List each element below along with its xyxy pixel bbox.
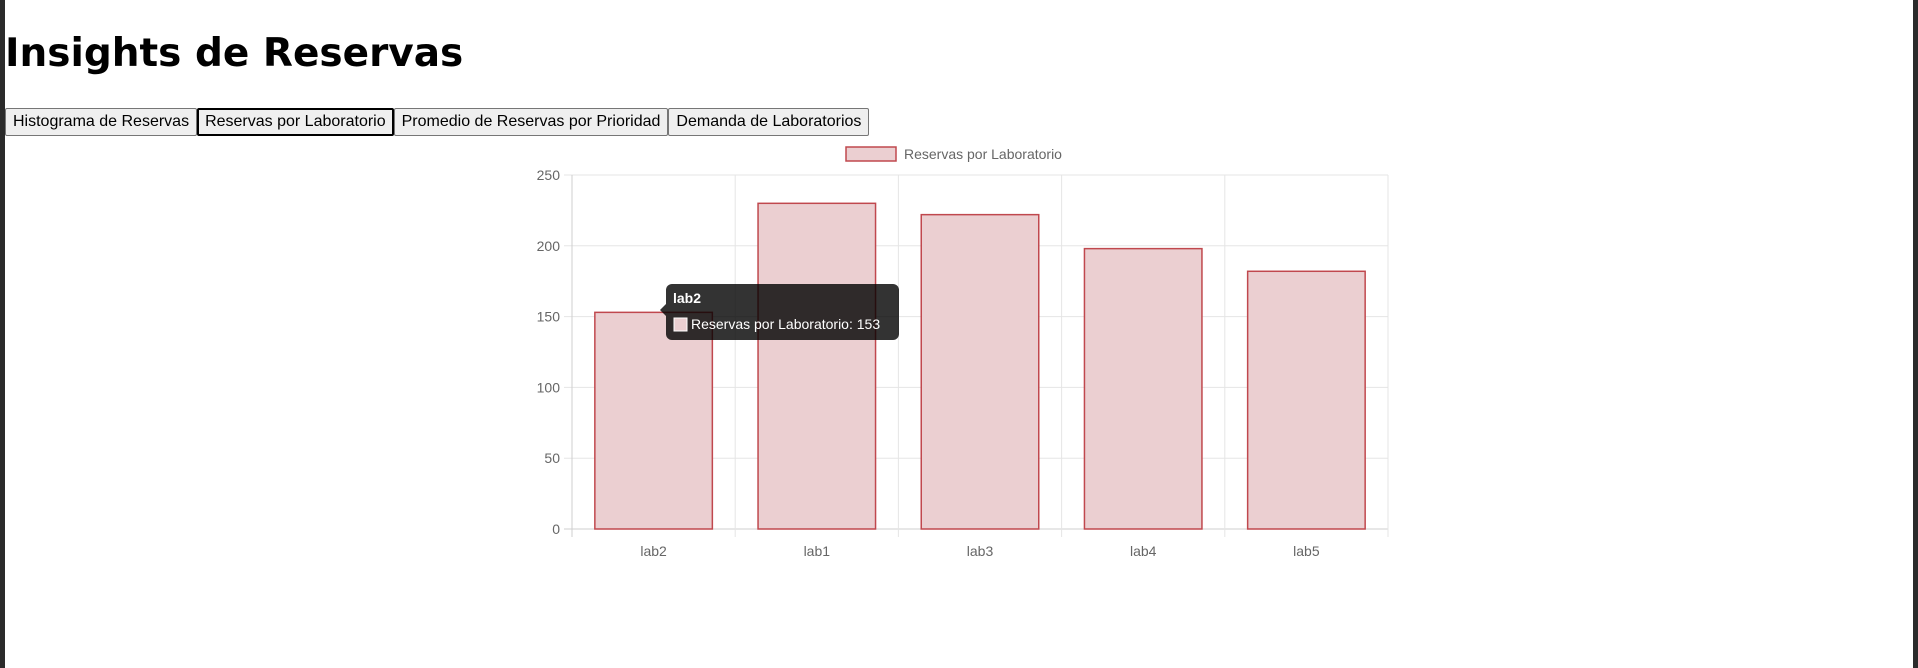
- tooltip-caret: [660, 304, 666, 316]
- tab-histograma-de-reservas[interactable]: Histograma de Reservas: [5, 108, 198, 136]
- tooltip-swatch: [673, 317, 688, 332]
- tab-promedio-por-prioridad[interactable]: Promedio de Reservas por Prioridad: [393, 108, 669, 136]
- x-tick-label: lab1: [804, 543, 831, 559]
- y-tick-label: 150: [537, 309, 561, 325]
- legend-label: Reservas por Laboratorio: [904, 146, 1062, 162]
- y-tick-label: 0: [552, 521, 560, 537]
- legend[interactable]: Reservas por Laboratorio: [845, 146, 1062, 162]
- x-tick-label: lab4: [1130, 543, 1157, 559]
- x-tick-label: lab5: [1293, 543, 1320, 559]
- x-tick-label: lab2: [640, 543, 667, 559]
- x-axis: lab2 lab1 lab3 lab4 lab5: [640, 543, 1319, 559]
- x-tick-label: lab3: [967, 543, 994, 559]
- bar-lab4[interactable]: [1083, 247, 1203, 530]
- tooltip-label: Reservas por Laboratorio: 153: [691, 316, 880, 332]
- tooltip: lab2 Reservas por Laboratorio: 153: [660, 284, 899, 340]
- page: Insights de Reservas Histograma de Reser…: [5, 0, 1913, 668]
- tooltip-box: [666, 284, 899, 340]
- y-axis: 0 50 100 150 200 250: [537, 167, 561, 537]
- bar-lab1[interactable]: [757, 202, 877, 530]
- y-tick-label: 100: [537, 379, 561, 395]
- tab-reservas-por-laboratorio[interactable]: Reservas por Laboratorio: [197, 108, 394, 136]
- tooltip-title: lab2: [673, 290, 701, 306]
- y-tick-label: 250: [537, 167, 561, 183]
- bar-lab3[interactable]: [920, 213, 1040, 530]
- tab-bar: Histograma de Reservas Reservas por Labo…: [5, 108, 870, 136]
- bar-lab5[interactable]: [1246, 270, 1366, 530]
- y-tick-label: 50: [544, 450, 560, 466]
- bar-chart: 0 50 100 150 200 250 lab2 lab1 lab3 lab4 lab5 Res…: [537, 146, 1389, 559]
- page-title: Insights de Reservas: [5, 31, 464, 76]
- tab-demanda-de-laboratorios[interactable]: Demanda de Laboratorios: [668, 108, 870, 136]
- bars: [594, 202, 1366, 530]
- y-tick-label: 200: [537, 238, 561, 254]
- bar-lab2[interactable]: [594, 311, 714, 530]
- legend-swatch: [845, 146, 897, 162]
